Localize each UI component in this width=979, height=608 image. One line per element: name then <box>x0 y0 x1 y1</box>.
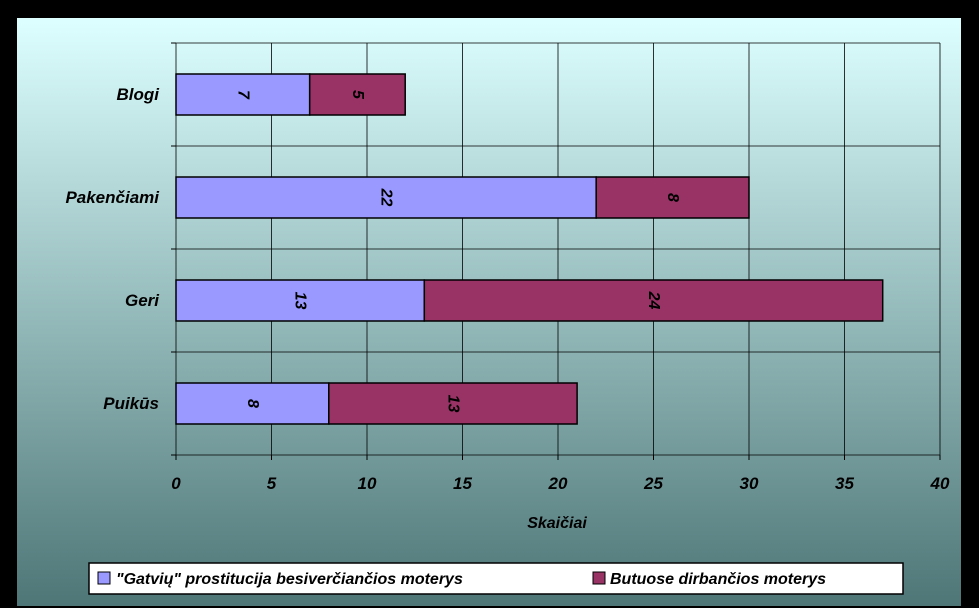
legend-label-series-2: Butuose dirbančios moterys <box>610 571 826 588</box>
legend: "Gatvių" prostitucija besiverčiančios mo… <box>88 562 904 595</box>
x-tick-label-35: 35 <box>835 474 854 493</box>
bars-layer <box>175 73 884 425</box>
x-tick-label-0: 0 <box>171 474 181 493</box>
bar-Geri-series-2 <box>423 279 884 322</box>
bar-Pakenčiami-series-2 <box>595 176 750 219</box>
labels-layer: 7 5 22 8 13 24 8 13 <box>234 90 681 412</box>
x-tick-label-30: 30 <box>740 474 759 493</box>
bar-Pakenčiami-series-1 <box>175 176 597 219</box>
legend-box <box>88 562 904 595</box>
bar-Blogi-series-2 <box>308 73 406 116</box>
data-label-Blogi-series-1: 7 <box>234 90 251 100</box>
x-tick-label-25: 25 <box>643 474 663 493</box>
x-tick-label-20: 20 <box>548 474 568 493</box>
x-axis-title: Skaičiai <box>527 515 587 532</box>
x-tick-label-5: 5 <box>267 474 277 493</box>
bar-Blogi-series-1 <box>175 73 311 116</box>
category-labels: Blogi Pakenčiami Geri Puikūs <box>65 85 160 413</box>
category-label-Pakenčiami: Pakenčiami <box>65 188 160 207</box>
data-label-Geri-series-2: 24 <box>645 291 662 310</box>
bar-Puikūs-series-2 <box>328 382 578 425</box>
x-tick-labels: 0 5 10 15 20 25 30 35 40 <box>171 474 950 493</box>
data-label-Pakenčiami-series-2: 8 <box>664 193 681 202</box>
legend-swatch-series-1 <box>97 571 111 585</box>
data-label-Puikūs-series-2: 13 <box>444 395 461 413</box>
data-label-Pakenčiami-series-1: 22 <box>378 188 395 207</box>
x-tick-label-10: 10 <box>358 474 377 493</box>
legend-swatch-series-2 <box>592 571 606 585</box>
data-label-Geri-series-1: 13 <box>292 292 309 310</box>
x-tick-label-40: 40 <box>930 474 950 493</box>
category-label-Blogi: Blogi <box>117 85 161 104</box>
bar-Puikūs-series-1 <box>175 382 330 425</box>
x-tick-label-15: 15 <box>453 474 472 493</box>
bar-Geri-series-1 <box>175 279 426 322</box>
legend-label-series-1: "Gatvių" prostitucija besiverčiančios mo… <box>116 571 463 588</box>
category-label-Geri: Geri <box>125 291 160 310</box>
data-label-Puikūs-series-1: 8 <box>244 399 261 408</box>
data-label-Blogi-series-2: 5 <box>349 90 366 100</box>
category-label-Puikūs: Puikūs <box>103 394 159 413</box>
